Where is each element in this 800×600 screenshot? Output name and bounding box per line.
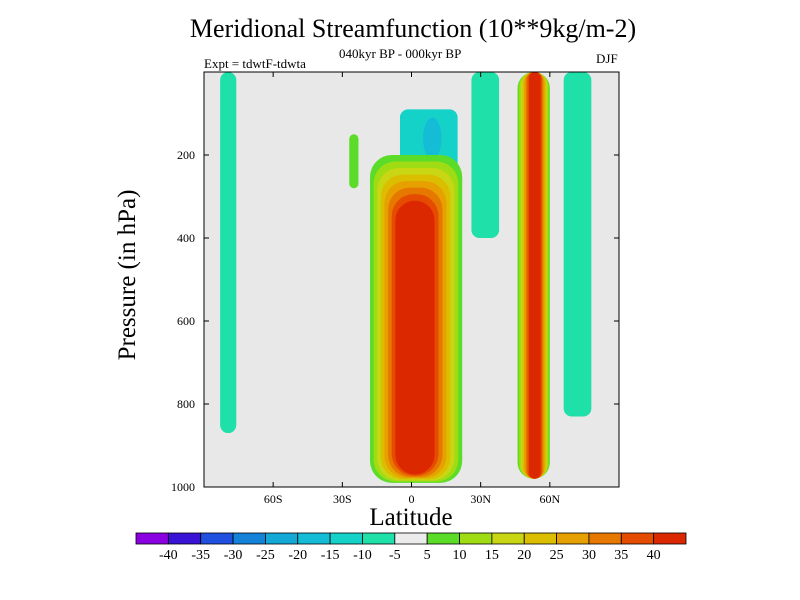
colorbar-box-10	[459, 532, 493, 545]
colorbar-label-20: 20	[517, 548, 531, 563]
season-label: DJF	[596, 51, 618, 66]
colorbar-box-8	[394, 532, 428, 545]
y-tick-label-800: 800	[177, 397, 195, 411]
colorbar-label-35: 35	[614, 548, 628, 563]
colorbar-label-25: 25	[550, 548, 564, 563]
y-axis-ticks: 200 400 600 800 1000	[171, 148, 619, 494]
colorbar-box-15	[620, 532, 655, 545]
colorbar-box-12	[523, 532, 557, 545]
southern-upper-patch	[349, 134, 359, 189]
colorbar-box-13	[556, 532, 590, 545]
colorbar: -40 -35 -30 -25 -20 -15 -10 -5 5 10 15 20 25 30 35 40	[135, 532, 687, 563]
colorbar-label-15: 15	[485, 548, 499, 563]
x-tick-label-30S: 30S	[333, 492, 352, 506]
contour-fields	[220, 72, 592, 483]
colorbar-label--30: -30	[224, 548, 243, 563]
y-tick-label-1000: 1000	[171, 480, 195, 494]
colorbar-box-1	[167, 532, 202, 545]
colorbar-box-3	[232, 532, 266, 545]
y-tick-label-400: 400	[177, 231, 195, 245]
x-tick-label-0: 0	[409, 492, 415, 506]
y-tick-label-200: 200	[177, 148, 195, 162]
colorbar-label-40: 40	[647, 548, 661, 563]
x-tick-label-30N: 30N	[470, 492, 491, 506]
colorbar-label--35: -35	[191, 548, 210, 563]
colorbar-label-10: 10	[453, 548, 467, 563]
colorbar-box-2	[200, 532, 234, 545]
colorbar-label--10: -10	[353, 548, 372, 563]
x-tick-label-60S: 60S	[264, 492, 283, 506]
chart-subtitle: 040kyr BP - 000kyr BP	[339, 46, 462, 61]
colorbar-box-16	[653, 532, 687, 545]
colorbar-label--40: -40	[159, 548, 178, 563]
experiment-label: Expt = tdwtF-tdwta	[204, 56, 306, 71]
colorbar-box-0	[135, 532, 169, 545]
colorbar-label-5: 5	[424, 548, 431, 563]
colorbar-label--25: -25	[256, 548, 275, 563]
colorbar-box-4	[265, 532, 299, 545]
x-tick-label-60N: 60N	[539, 492, 560, 506]
y-tick-label-600: 600	[177, 314, 195, 328]
northern-negative-column	[471, 72, 500, 238]
colorbar-label-30: 30	[582, 548, 596, 563]
x-axis-label: Latitude	[369, 504, 453, 531]
colorbar-box-7	[362, 532, 396, 545]
colorbar-box-5	[297, 532, 331, 545]
colorbar-box-9	[426, 532, 460, 545]
colorbar-label--20: -20	[288, 548, 307, 563]
colorbar-box-6	[329, 532, 363, 545]
southern-high-latitude-cell	[220, 72, 237, 434]
northern-positive-jet-level-40	[529, 72, 541, 479]
colorbar-box-11	[491, 532, 525, 545]
tropical-positive-cell-level-40	[395, 200, 435, 475]
tropical-upper-negative-core	[423, 117, 442, 160]
colorbar-box-14	[588, 532, 622, 545]
x-axis-ticks: 60S 30S 0 30N 60N	[264, 72, 560, 506]
colorbar-label--5: -5	[389, 548, 401, 563]
chart-title: Meridional Streamfunction (10**9kg/m-2)	[189, 14, 637, 43]
colorbar-label--15: -15	[321, 548, 340, 563]
northern-negative-strip	[563, 72, 592, 417]
